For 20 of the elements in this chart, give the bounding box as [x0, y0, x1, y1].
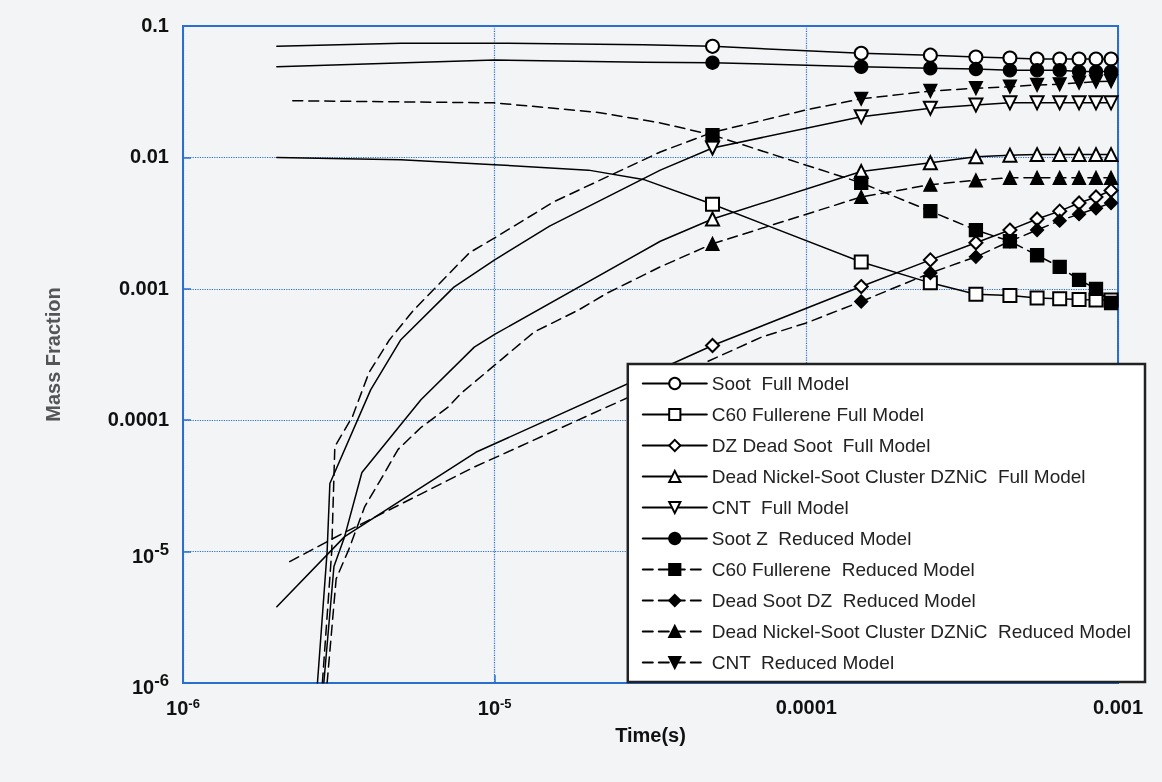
legend-label: C60 Fullerene Reduced Model	[711, 559, 975, 580]
y-tick-label: 10$^{-6}$	[131, 671, 169, 698]
legend-label: Dead Soot DZ Reduced Model	[711, 590, 976, 611]
x-axis-title: Time(s)	[615, 724, 686, 746]
legend-label: Dead Nickel-Soot Cluster DZNiC Full Model	[711, 466, 1086, 487]
legend-label: CNT Full Model	[711, 497, 849, 518]
y-tick-label: 0.01	[130, 145, 169, 170]
legend-label: CNT Reduced Model	[711, 652, 895, 673]
y-tick-label: 10$^{-5}$	[131, 539, 169, 567]
y-tick-label: 0.001	[118, 276, 169, 301]
y-tick-label: 0.1	[141, 14, 169, 38]
y-axis-title: Mass Fraction	[42, 287, 64, 422]
y-tick-label: 0.0001	[107, 408, 169, 433]
legend-label: DZ Dead Soot Full Model	[711, 435, 931, 456]
legend-label: Dead Nickel-Soot Cluster DZNiC Reduced Model	[711, 621, 1131, 642]
legend-label: C60 Fullerene Full Model	[711, 404, 925, 425]
x-tick-label: 0.0001	[775, 696, 837, 718]
x-tick-label: 0.001	[1092, 696, 1144, 718]
legend-label: Soot Full Model	[711, 373, 850, 394]
legend-label: Soot Z Reduced Model	[711, 528, 912, 549]
